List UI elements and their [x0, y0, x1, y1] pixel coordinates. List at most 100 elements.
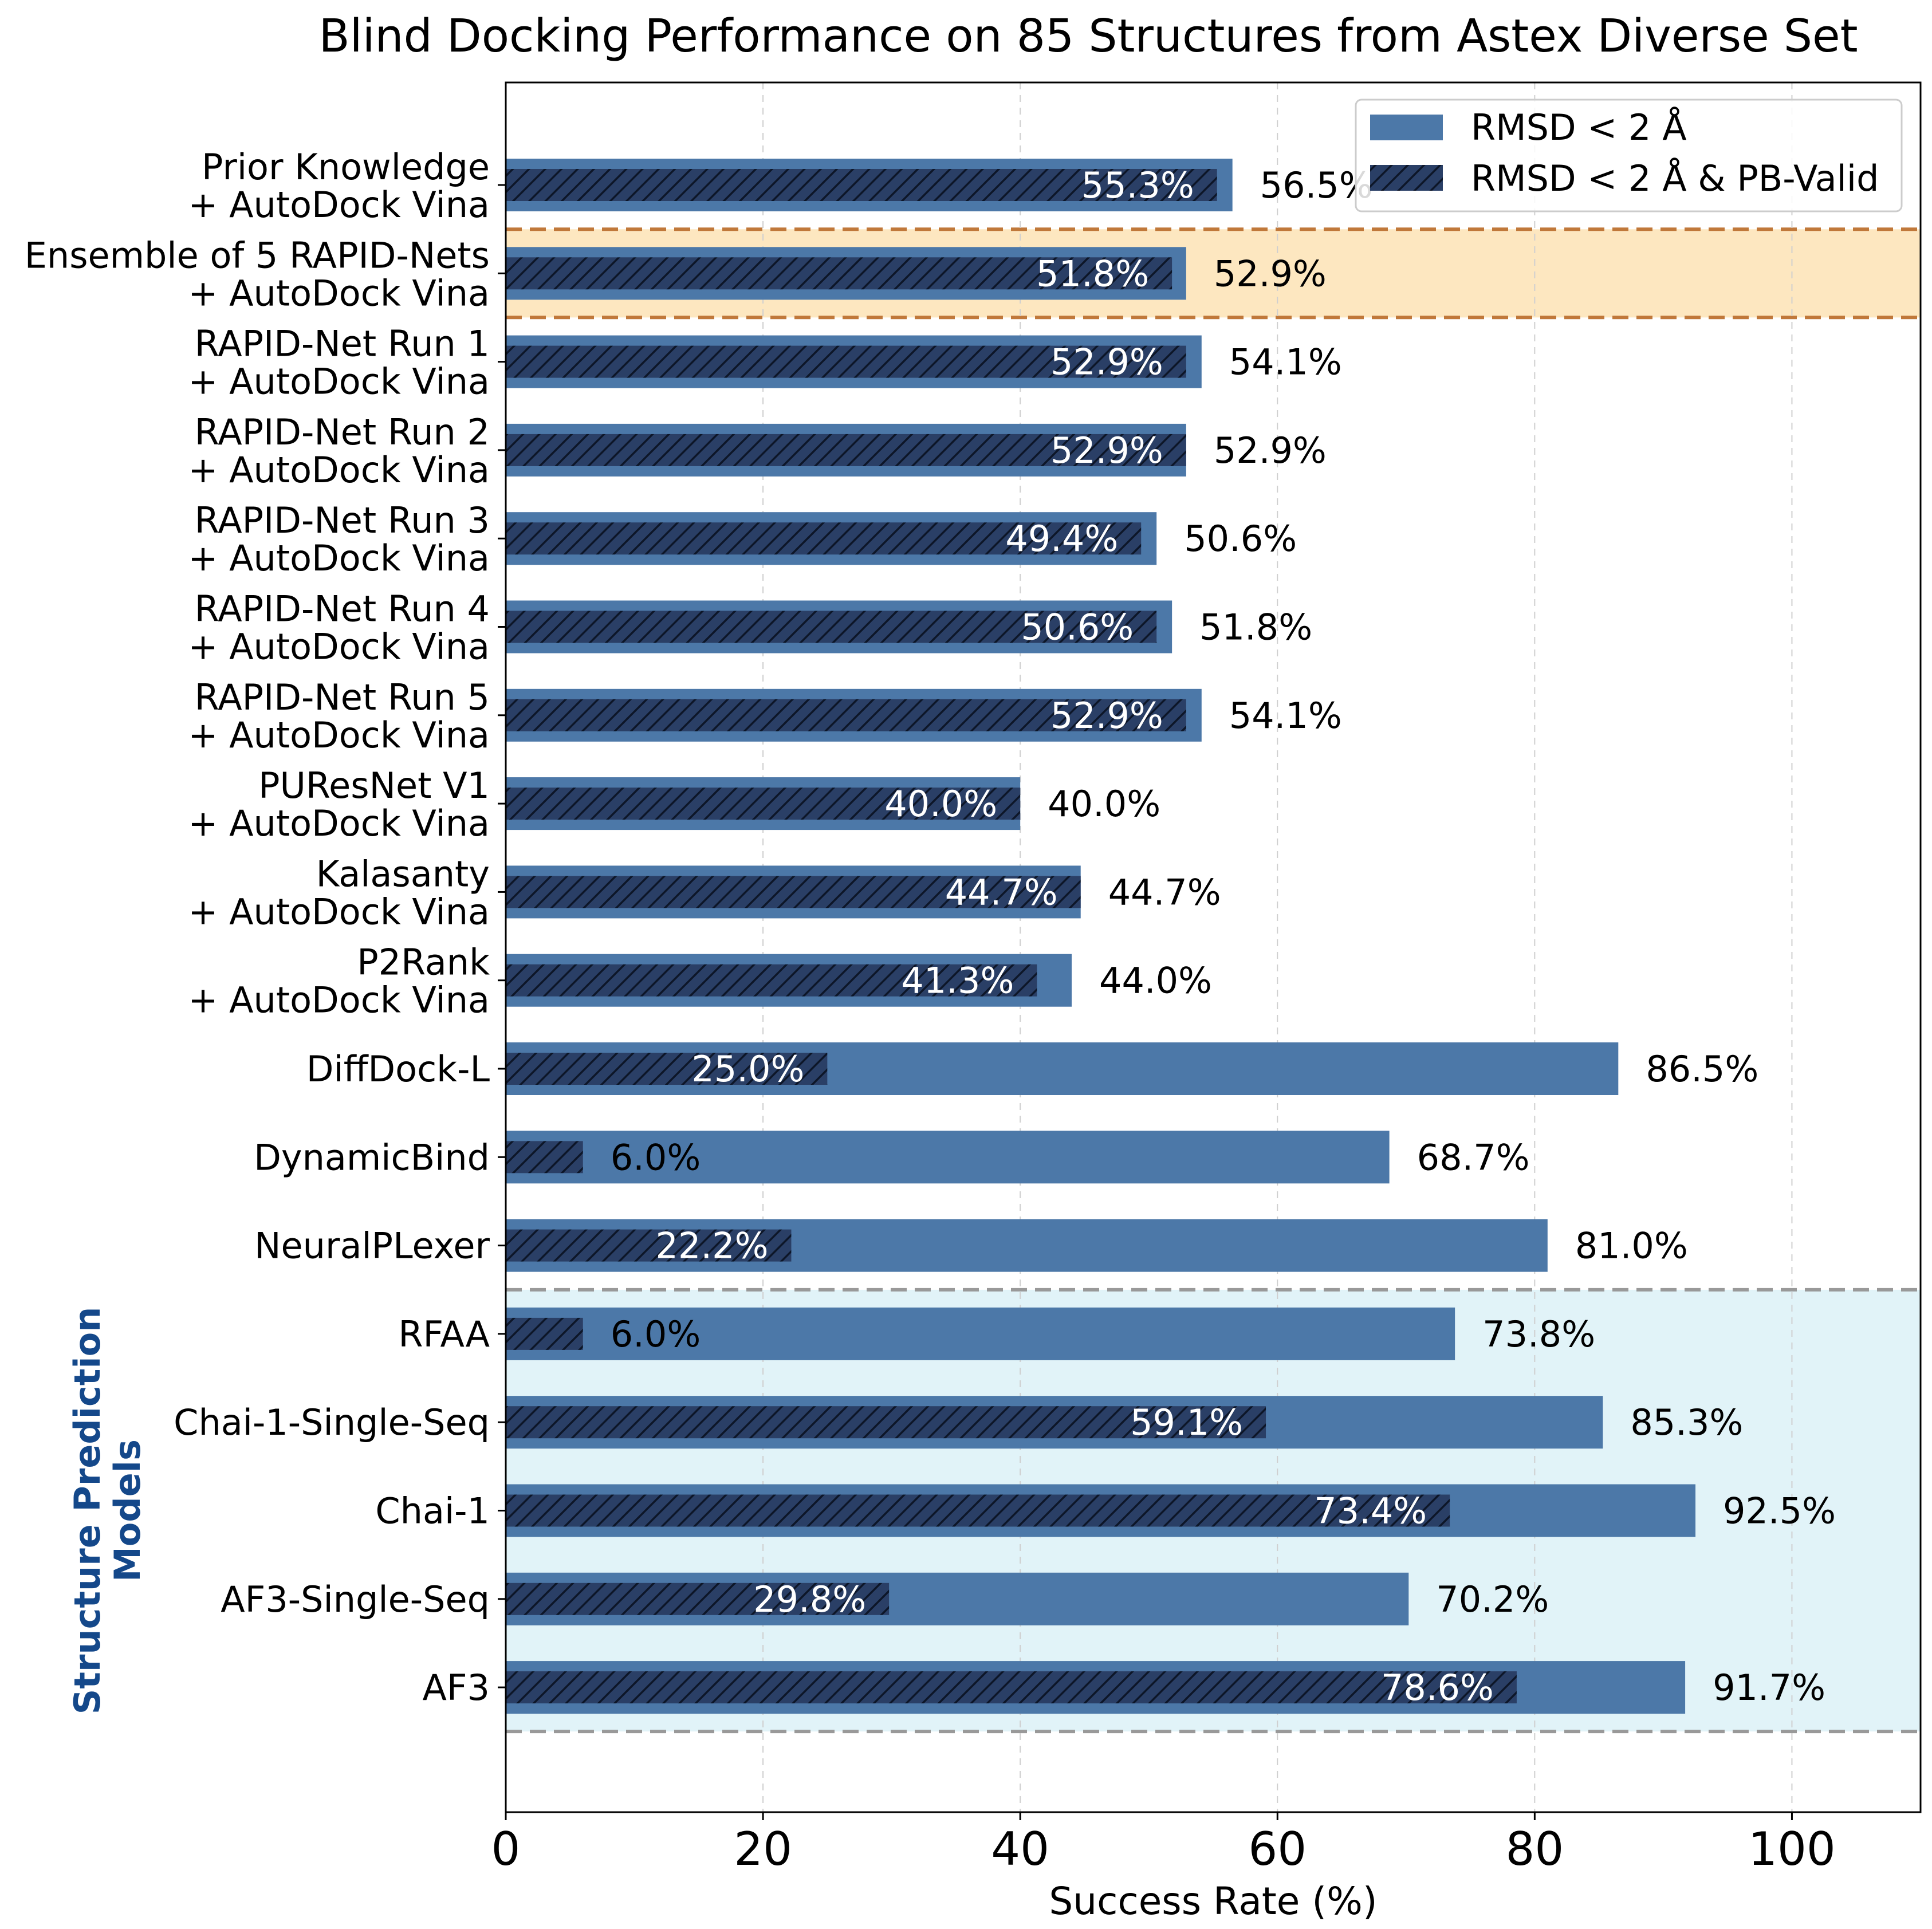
- x-tick-label: 80: [1505, 1822, 1564, 1876]
- category-label: Chai-1-Single-Seq: [174, 1402, 490, 1443]
- category-label-line: RAPID-Net Run 4: [195, 588, 490, 630]
- value-label-pb-valid: 41.3%: [901, 960, 1014, 1002]
- category-label: AF3-Single-Seq: [221, 1578, 490, 1620]
- legend-swatch-pb-valid: [1370, 165, 1443, 191]
- value-label-pb-valid: 52.9%: [1050, 695, 1163, 737]
- value-label-rmsd: 56.5%: [1260, 164, 1373, 206]
- value-label-pb-valid: 51.8%: [1036, 253, 1149, 294]
- category-label: P2Rank + AutoDock Vina: [188, 942, 490, 1021]
- category-label-line: RAPID-Net Run 5: [195, 676, 490, 718]
- category-label-line: RAPID-Net Run 2: [195, 411, 490, 453]
- value-label-rmsd: 81.0%: [1575, 1225, 1688, 1267]
- category-label: DiffDock-L: [306, 1048, 490, 1090]
- category-label: Chai-1: [375, 1490, 490, 1532]
- value-label-rmsd: 54.1%: [1229, 695, 1342, 737]
- category-label: RAPID-Net Run 5 + AutoDock Vina: [188, 676, 490, 756]
- x-tick-label: 0: [491, 1822, 521, 1876]
- value-label-rmsd: 70.2%: [1436, 1578, 1549, 1620]
- bar-pb-valid: [506, 876, 1081, 908]
- category-label-line: PUResNet V1: [258, 765, 490, 806]
- category-label: RAPID-Net Run 3 + AutoDock Vina: [188, 499, 490, 579]
- group-label-line: Structure Prediction: [66, 1307, 108, 1715]
- bar-pb-valid: [506, 345, 1186, 378]
- bar-pb-valid: [506, 1317, 583, 1350]
- value-label-pb-valid: 44.7%: [945, 871, 1058, 913]
- value-label-pb-valid: 49.4%: [1005, 518, 1118, 560]
- x-axis-label: Success Rate (%): [1049, 1879, 1377, 1923]
- category-label-line: + AutoDock Vina: [188, 979, 490, 1021]
- value-label-pb-valid: 22.2%: [656, 1225, 769, 1267]
- value-label-rmsd: 91.7%: [1713, 1667, 1825, 1708]
- value-label-rmsd: 50.6%: [1184, 518, 1297, 560]
- value-label-rmsd: 51.8%: [1199, 607, 1312, 648]
- plot-frame: [505, 81, 1922, 1813]
- bars-layer: [506, 159, 1696, 1714]
- legend: RMSD < 2 Å RMSD < 2 Å & PB-Valid: [1355, 99, 1903, 212]
- bar-pb-valid: [506, 788, 1021, 820]
- value-label-pb-valid: 29.8%: [753, 1578, 866, 1620]
- category-label: AF3: [422, 1667, 490, 1708]
- value-label-rmsd: 68.7%: [1417, 1136, 1530, 1178]
- bar-pb-valid: [506, 434, 1186, 466]
- category-label-line: + AutoDock Vina: [188, 626, 490, 668]
- category-label-line: + AutoDock Vina: [188, 272, 490, 314]
- value-label-pb-valid: 50.6%: [1021, 607, 1134, 648]
- x-tick-label: 20: [734, 1822, 792, 1876]
- value-label-pb-valid: 52.9%: [1050, 430, 1163, 471]
- category-label-line: + AutoDock Vina: [188, 449, 490, 491]
- category-label: Ensemble of 5 RAPID-Nets + AutoDock Vina: [25, 234, 490, 314]
- category-label: PUResNet V1 + AutoDock Vina: [188, 765, 490, 844]
- bar-pb-valid: [506, 1053, 828, 1085]
- value-label-rmsd: 52.9%: [1214, 253, 1327, 294]
- category-label-line: + AutoDock Vina: [188, 802, 490, 844]
- legend-label-pb-valid: RMSD < 2 Å & PB-Valid: [1471, 158, 1879, 199]
- category-label-line: RAPID-Net Run 1: [195, 323, 490, 365]
- category-label: RAPID-Net Run 2 + AutoDock Vina: [188, 411, 490, 491]
- value-label-pb-valid: 6.0%: [611, 1313, 701, 1355]
- legend-swatch-rmsd: [1370, 115, 1443, 140]
- chart-title: Blind Docking Performance on 85 Structur…: [318, 10, 1858, 62]
- category-label-line: P2Rank: [357, 942, 490, 983]
- value-label-rmsd: 92.5%: [1723, 1490, 1836, 1532]
- bar-pb-valid: [506, 964, 1037, 997]
- bar-rmsd: [506, 1307, 1455, 1360]
- bar-pb-valid: [506, 1494, 1450, 1527]
- value-label-rmsd: 85.3%: [1630, 1402, 1743, 1443]
- value-label-pb-valid: 73.4%: [1314, 1490, 1427, 1532]
- value-label-pb-valid: 6.0%: [611, 1136, 701, 1178]
- x-axis: 0 20 40 60 80 100: [491, 184, 1836, 1876]
- value-label-rmsd: 44.0%: [1099, 960, 1212, 1002]
- bar-pb-valid: [506, 611, 1157, 643]
- bar-pb-valid: [506, 522, 1142, 555]
- category-label: DynamicBind: [254, 1136, 490, 1178]
- category-label-line: Kalasanty: [316, 853, 490, 895]
- value-label-pb-valid: 59.1%: [1130, 1402, 1243, 1443]
- value-label-rmsd: 73.8%: [1482, 1313, 1595, 1355]
- legend-label-rmsd: RMSD < 2 Å: [1471, 107, 1687, 148]
- value-label-pb-valid: 40.0%: [884, 783, 997, 825]
- category-label-line: + AutoDock Vina: [188, 184, 490, 226]
- bar-pb-valid: [506, 1582, 890, 1615]
- category-label: NeuralPLexer: [254, 1225, 490, 1267]
- bar-pb-valid: [506, 1229, 792, 1262]
- value-label-pb-valid: 25.0%: [691, 1048, 804, 1090]
- bar-pb-valid: [506, 257, 1172, 290]
- value-label-pb-valid: 52.9%: [1050, 341, 1163, 383]
- labels-layer: Prior Knowledge + AutoDock Vina 56.5%55.3%…: [25, 146, 1836, 1708]
- bar-pb-valid: [506, 1671, 1517, 1704]
- group-label-line: Models: [107, 1439, 148, 1582]
- bar-rmsd: [506, 1131, 1390, 1184]
- value-label-rmsd: 54.1%: [1229, 341, 1342, 383]
- legend-box: [1355, 99, 1903, 212]
- value-label-pb-valid: 78.6%: [1381, 1667, 1494, 1708]
- category-label-line: RAPID-Net Run 3: [195, 499, 490, 541]
- category-label-line: + AutoDock Vina: [188, 891, 490, 932]
- value-label-rmsd: 44.7%: [1108, 871, 1221, 913]
- category-label-line: + AutoDock Vina: [188, 361, 490, 403]
- category-label: RAPID-Net Run 1 + AutoDock Vina: [188, 323, 490, 403]
- bar-pb-valid: [506, 1141, 583, 1174]
- category-label: RFAA: [398, 1313, 490, 1355]
- x-tick-label: 40: [991, 1822, 1049, 1876]
- bar-pb-valid: [506, 699, 1186, 731]
